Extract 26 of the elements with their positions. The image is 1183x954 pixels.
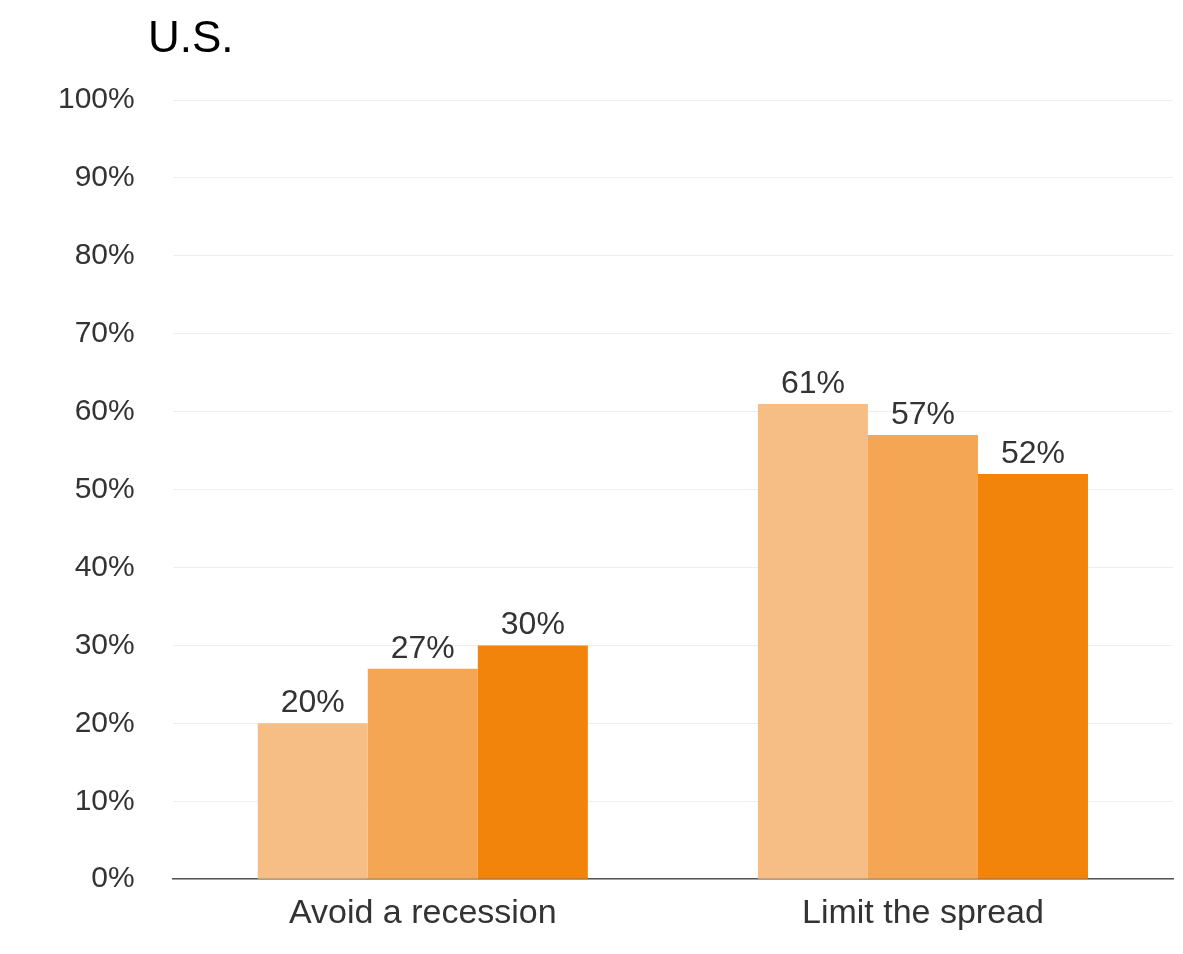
y-tick-label: 90% bbox=[74, 159, 135, 193]
y-tick-label: 20% bbox=[74, 704, 135, 738]
y-tick-label: 40% bbox=[74, 548, 135, 582]
bar bbox=[367, 668, 478, 879]
x-tick-label: Avoid a recession bbox=[288, 891, 557, 930]
bar bbox=[477, 645, 588, 879]
y-tick-label: 0% bbox=[91, 860, 135, 894]
bar bbox=[757, 403, 868, 879]
bar bbox=[867, 435, 978, 879]
bar bbox=[257, 723, 368, 879]
data-label: 52% bbox=[1000, 433, 1065, 470]
bar bbox=[977, 474, 1088, 879]
y-tick-label: 30% bbox=[74, 626, 135, 660]
y-tick-label: 50% bbox=[74, 470, 135, 504]
data-label: 30% bbox=[500, 605, 565, 642]
y-tick-label: 70% bbox=[74, 315, 135, 349]
data-label: 61% bbox=[780, 363, 845, 400]
data-label: 57% bbox=[890, 394, 955, 431]
y-tick-label: 60% bbox=[74, 392, 135, 426]
y-tick-label: 80% bbox=[74, 237, 135, 271]
data-label: 27% bbox=[390, 628, 455, 665]
data-label: 20% bbox=[280, 683, 345, 720]
y-tick-label: 10% bbox=[74, 782, 135, 816]
y-tick-label: 100% bbox=[57, 81, 135, 115]
chart-title: U.S. bbox=[148, 12, 234, 62]
x-tick-label: Limit the spread bbox=[801, 891, 1044, 930]
